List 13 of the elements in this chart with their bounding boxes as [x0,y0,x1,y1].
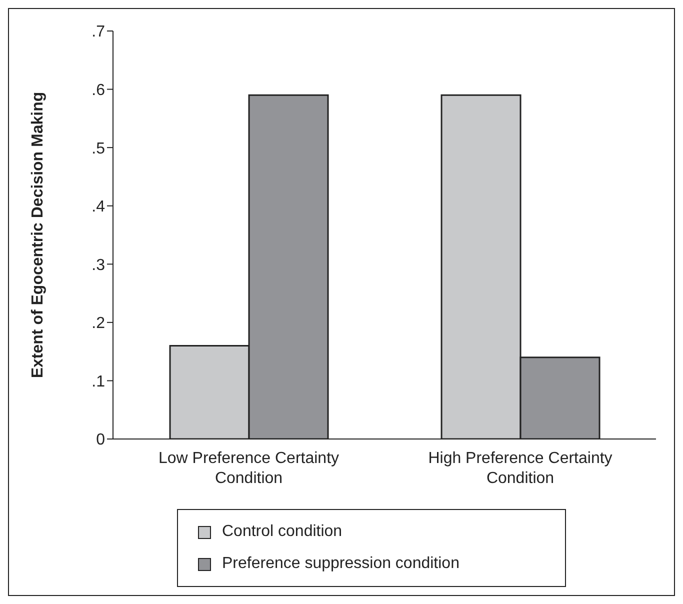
legend-label: Preference suppression condition [222,555,460,573]
y-tick-label: .5 [92,140,106,158]
legend-label: Control condition [222,523,342,541]
y-tick-label: .1 [92,373,106,390]
y-tick-label: .2 [92,315,106,332]
y-tick-label: .3 [92,256,106,274]
y-axis-title: Extent of Egocentric Decision Making [30,92,47,378]
y-tick-label: .7 [92,24,106,41]
x-tick-label: Low Preference Certainty Condition [158,450,340,487]
y-tick-label: .4 [92,198,106,216]
x-tick-label: High Preference Certainty Condition [428,450,612,487]
y-tick-label: .6 [92,82,106,99]
y-tick-label: 0 [96,432,106,449]
